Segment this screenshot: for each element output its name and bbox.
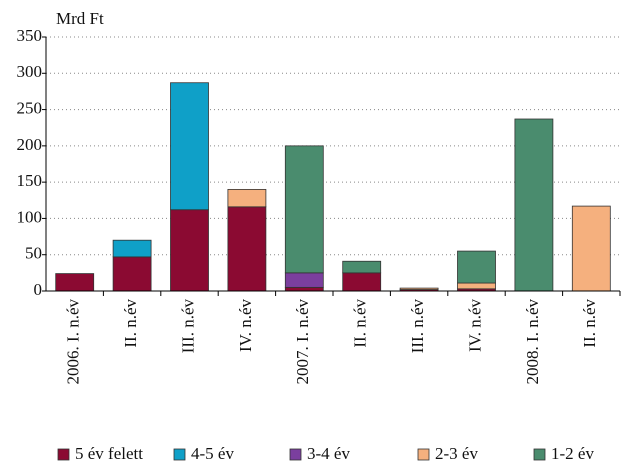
y-tick-label: 300 [17, 62, 43, 81]
legend-label: 2-3 év [435, 444, 478, 463]
x-tick-label: III. n.év [408, 299, 427, 354]
legend-swatch [57, 448, 70, 461]
legend-swatch [173, 448, 186, 461]
legend-swatch [533, 448, 546, 461]
legend-label: 1-2 év [551, 444, 594, 463]
bar-segment [342, 260, 382, 274]
bar-segment [227, 188, 267, 208]
bar-segment [170, 82, 209, 211]
bar-segment [342, 272, 382, 292]
y-tick-label: 100 [17, 207, 43, 226]
legend-label: 5 év felett [75, 444, 143, 463]
x-tick-label: 2006. I. n.év [64, 299, 83, 385]
y-tick-label: 150 [17, 171, 43, 190]
bar-segment [284, 272, 324, 288]
bar-segment [571, 205, 611, 292]
bar-segment [227, 206, 267, 292]
x-tick-label: 2007. I. n.év [293, 299, 312, 385]
y-tick-label: 250 [17, 98, 43, 117]
y-tick-label: 200 [17, 135, 43, 154]
y-tick-label: 50 [25, 244, 42, 263]
legend-swatch [417, 448, 430, 461]
bar-segment [514, 118, 554, 292]
bar-segment [284, 286, 324, 292]
bar-segment [399, 287, 439, 290]
y-tick-label: 350 [17, 26, 43, 45]
bar-segment [55, 273, 95, 292]
legend-label: 3-4 év [307, 444, 350, 463]
x-tick-label: IV. n.év [465, 299, 484, 353]
bar-segment [112, 256, 152, 292]
y-axis-label: Mrd Ft [56, 9, 104, 28]
bar-segment [284, 145, 324, 274]
legend-label: 4-5 év [191, 444, 234, 463]
x-tick-label: 2008. I. n.év [523, 299, 542, 385]
x-tick-label: IV. n.év [236, 299, 255, 353]
bar-segment [457, 250, 496, 284]
bar-segment [457, 282, 496, 290]
bar-segment [170, 209, 209, 292]
y-tick-label: 0 [34, 280, 43, 299]
bar-segment [112, 239, 152, 258]
x-tick-label: II. n.év [121, 299, 140, 348]
x-tick-label: III. n.év [178, 299, 197, 354]
x-tick-label: II. n.év [351, 299, 370, 348]
legend-swatch [289, 448, 302, 461]
x-tick-label: II. n.év [580, 299, 599, 348]
